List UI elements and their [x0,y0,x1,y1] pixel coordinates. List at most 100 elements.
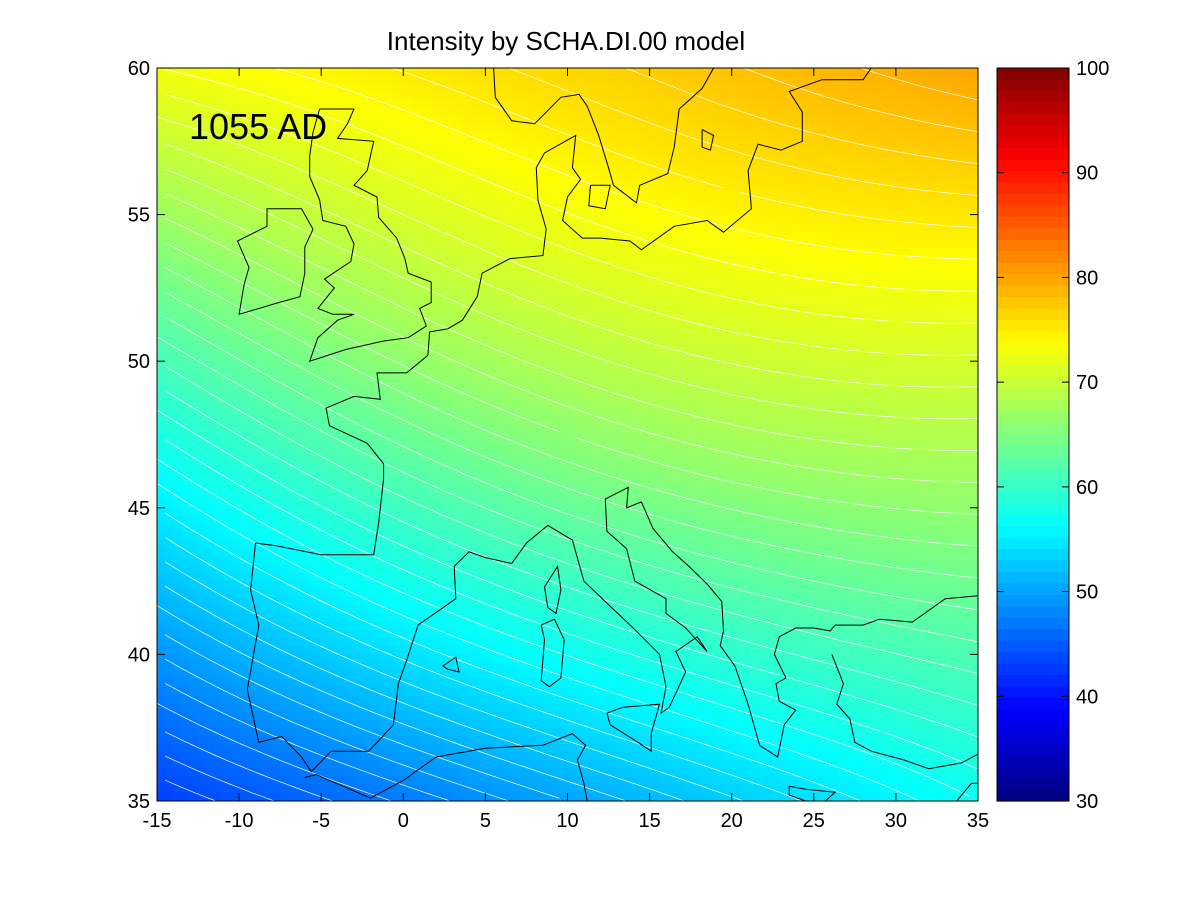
field-cell [485,125,495,134]
field-cell [493,76,503,85]
field-cell [354,467,363,476]
field-cell [518,792,528,801]
field-cell [501,230,511,240]
field-cell [526,434,536,444]
field-cell [173,646,183,655]
field-cell [510,369,519,379]
field-cell [567,320,577,330]
field-cell [247,320,257,330]
field-cell [181,116,191,126]
field-cell [354,149,363,159]
field-cell [165,287,175,297]
field-cell [378,686,388,696]
field-cell [526,678,536,688]
field-cell [370,255,380,265]
field-cell [542,296,552,305]
field-cell [337,336,347,346]
field-cell [370,467,380,476]
field-cell [452,678,462,688]
field-cell [296,662,306,672]
field-cell [345,719,355,729]
field-cell [296,100,306,110]
field-cell [600,727,610,737]
field-cell [510,638,519,647]
field-cell [559,556,569,566]
field-cell [386,190,396,199]
field-cell [321,670,331,680]
field-cell [165,760,175,770]
field-cell [534,760,544,770]
field-cell [436,556,445,566]
field-cell [592,450,601,460]
field-cell [427,279,437,289]
field-cell [239,116,248,126]
field-cell [493,426,503,436]
field-cell [551,556,560,566]
field-cell [312,377,322,387]
field-cell [271,68,281,77]
field-cell [600,92,610,102]
field-cell [345,695,355,704]
field-cell [206,271,216,281]
field-cell [206,532,216,541]
field-cell [575,784,585,794]
field-cell [444,214,454,224]
field-cell [206,369,216,379]
field-cell [567,296,577,305]
field-cell [403,483,413,493]
field-cell [239,133,248,142]
field-cell [230,515,240,525]
field-cell [403,304,413,313]
field-cell [370,418,380,427]
field-cell [395,532,404,541]
field-cell [165,776,175,786]
field-cell [534,353,544,362]
field-cell [551,483,560,493]
field-cell [485,703,495,713]
field-cell [304,678,314,688]
field-cell [337,532,347,541]
field-cell [551,638,560,647]
field-cell [551,271,560,281]
field-cell [485,133,495,142]
field-cell [427,377,437,387]
field-cell [493,711,503,721]
field-cell [304,638,314,647]
field-cell [296,621,306,631]
field-cell [518,92,528,102]
field-cell [583,735,593,745]
field-cell [222,483,232,493]
field-cell [559,100,569,110]
field-cell [452,638,462,647]
field-cell [181,165,191,175]
field-cell [419,165,429,175]
field-cell [411,206,421,216]
field-cell [583,760,593,770]
field-cell [288,581,298,590]
field-cell [247,385,257,395]
field-cell [354,92,363,102]
field-cell [370,581,380,590]
field-cell [181,719,191,729]
field-cell [551,100,560,110]
field-cell [222,735,232,745]
field-cell [477,491,486,501]
field-cell [600,141,610,151]
field-cell [337,287,347,297]
field-cell [608,198,618,208]
field-cell [173,532,183,541]
field-cell [378,572,388,582]
field-cell [198,84,207,94]
field-cell [608,206,618,216]
field-cell [321,735,331,745]
field-cell [304,695,314,704]
field-cell [510,320,519,330]
field-cell [510,76,519,85]
field-cell [600,84,610,94]
field-cell [206,296,216,305]
field-cell [485,100,495,110]
field-cell [255,475,265,484]
field-cell [542,206,552,216]
field-cell [477,157,486,167]
field-cell [583,239,593,248]
